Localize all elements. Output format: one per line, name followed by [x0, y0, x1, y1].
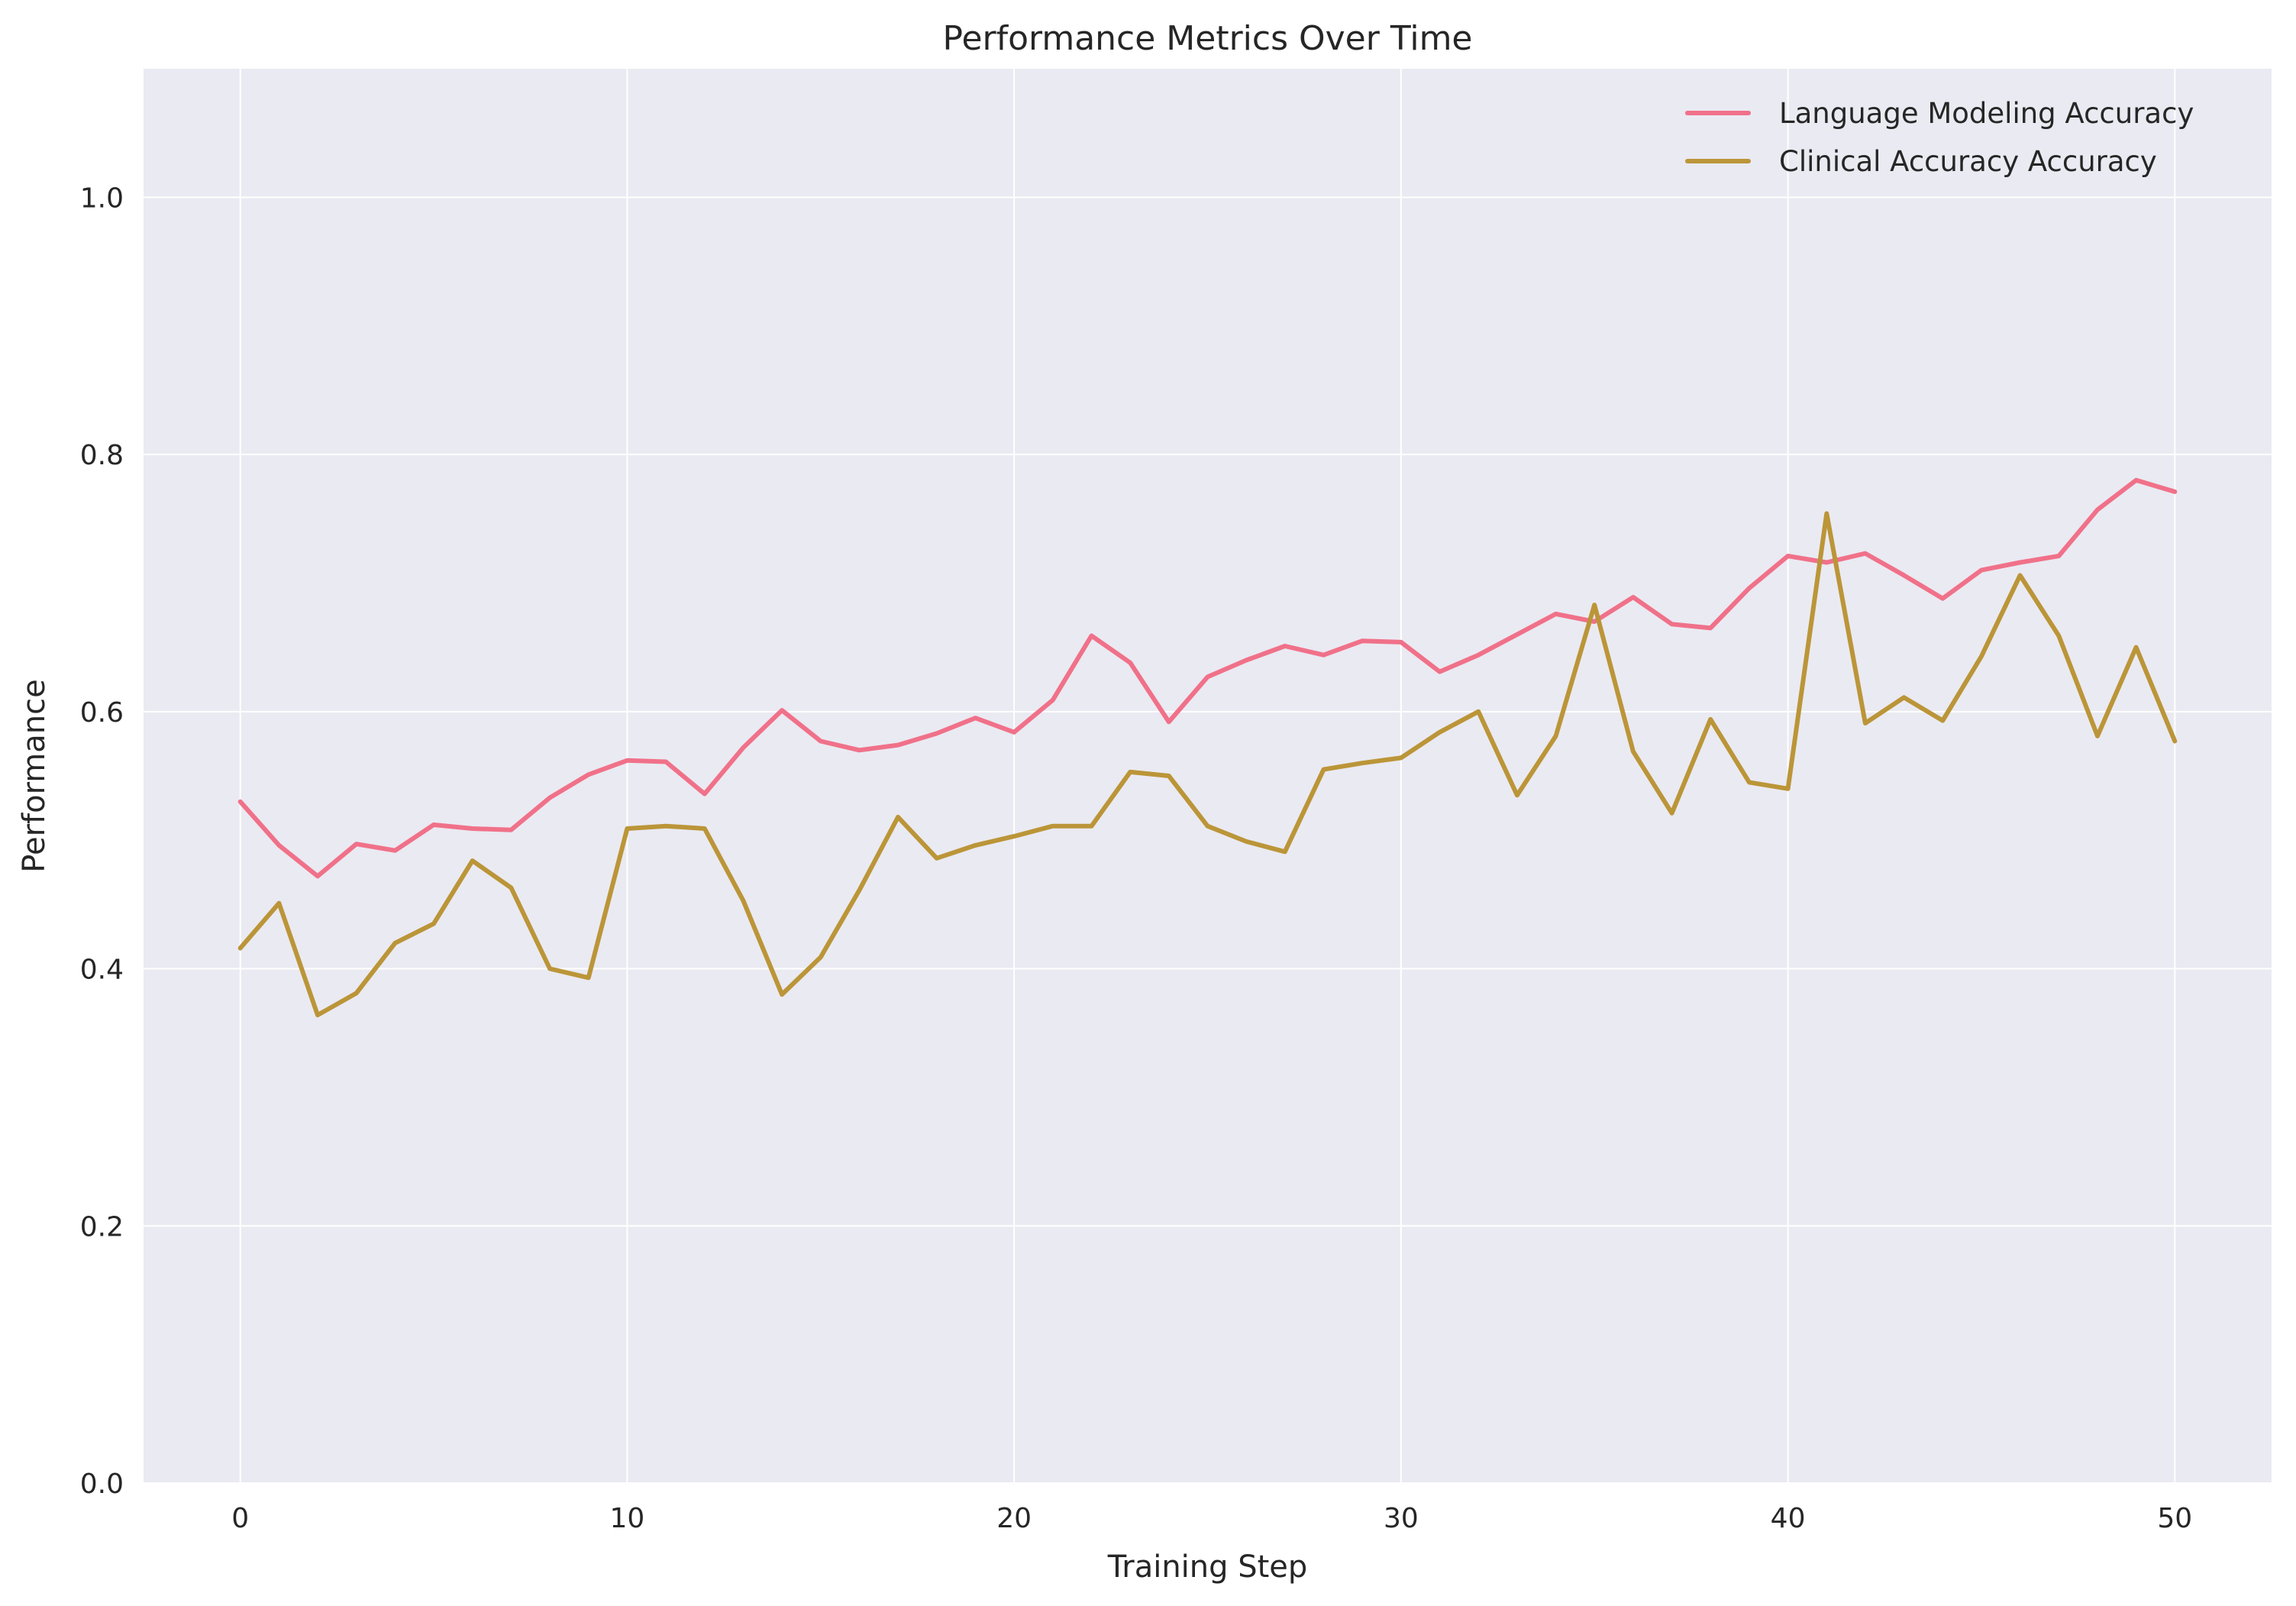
x-tick-label: 30 [1384, 1503, 1419, 1534]
y-tick-label: 1.0 [80, 183, 124, 214]
y-tick-label: 0.2 [80, 1211, 124, 1242]
grid-lines [144, 69, 2272, 1484]
x-tick-label: 10 [610, 1503, 645, 1534]
chart-title: Performance Metrics Over Time [942, 19, 1472, 58]
x-tick-label: 0 [231, 1503, 249, 1534]
y-tick-label: 0.6 [80, 697, 124, 729]
y-tick-label: 0.4 [80, 955, 124, 986]
legend-label-2: Clinical Accuracy Accuracy [1779, 145, 2157, 178]
x-axis-label: Training Step [1107, 1549, 1308, 1585]
series-line-1 [237, 477, 2178, 879]
y-axis-label: Performance [17, 679, 52, 872]
series-layer [237, 477, 2178, 1018]
plot-area [144, 69, 2272, 1483]
legend: Language Modeling Accuracy Clinical Accur… [1685, 97, 2194, 178]
x-tick-label: 50 [2157, 1503, 2192, 1534]
x-tick-label: 40 [1771, 1503, 1806, 1534]
series-line-2 [237, 511, 2178, 1018]
legend-label-1: Language Modeling Accuracy [1779, 97, 2194, 130]
y-axis-ticks: 0.0 0.2 0.4 0.6 0.8 1.0 [80, 183, 124, 1500]
y-tick-label: 0.0 [80, 1469, 124, 1500]
y-tick-label: 0.8 [80, 440, 124, 471]
x-axis-ticks: 0 10 20 30 40 50 [231, 1503, 2192, 1534]
x-tick-label: 20 [996, 1503, 1032, 1534]
